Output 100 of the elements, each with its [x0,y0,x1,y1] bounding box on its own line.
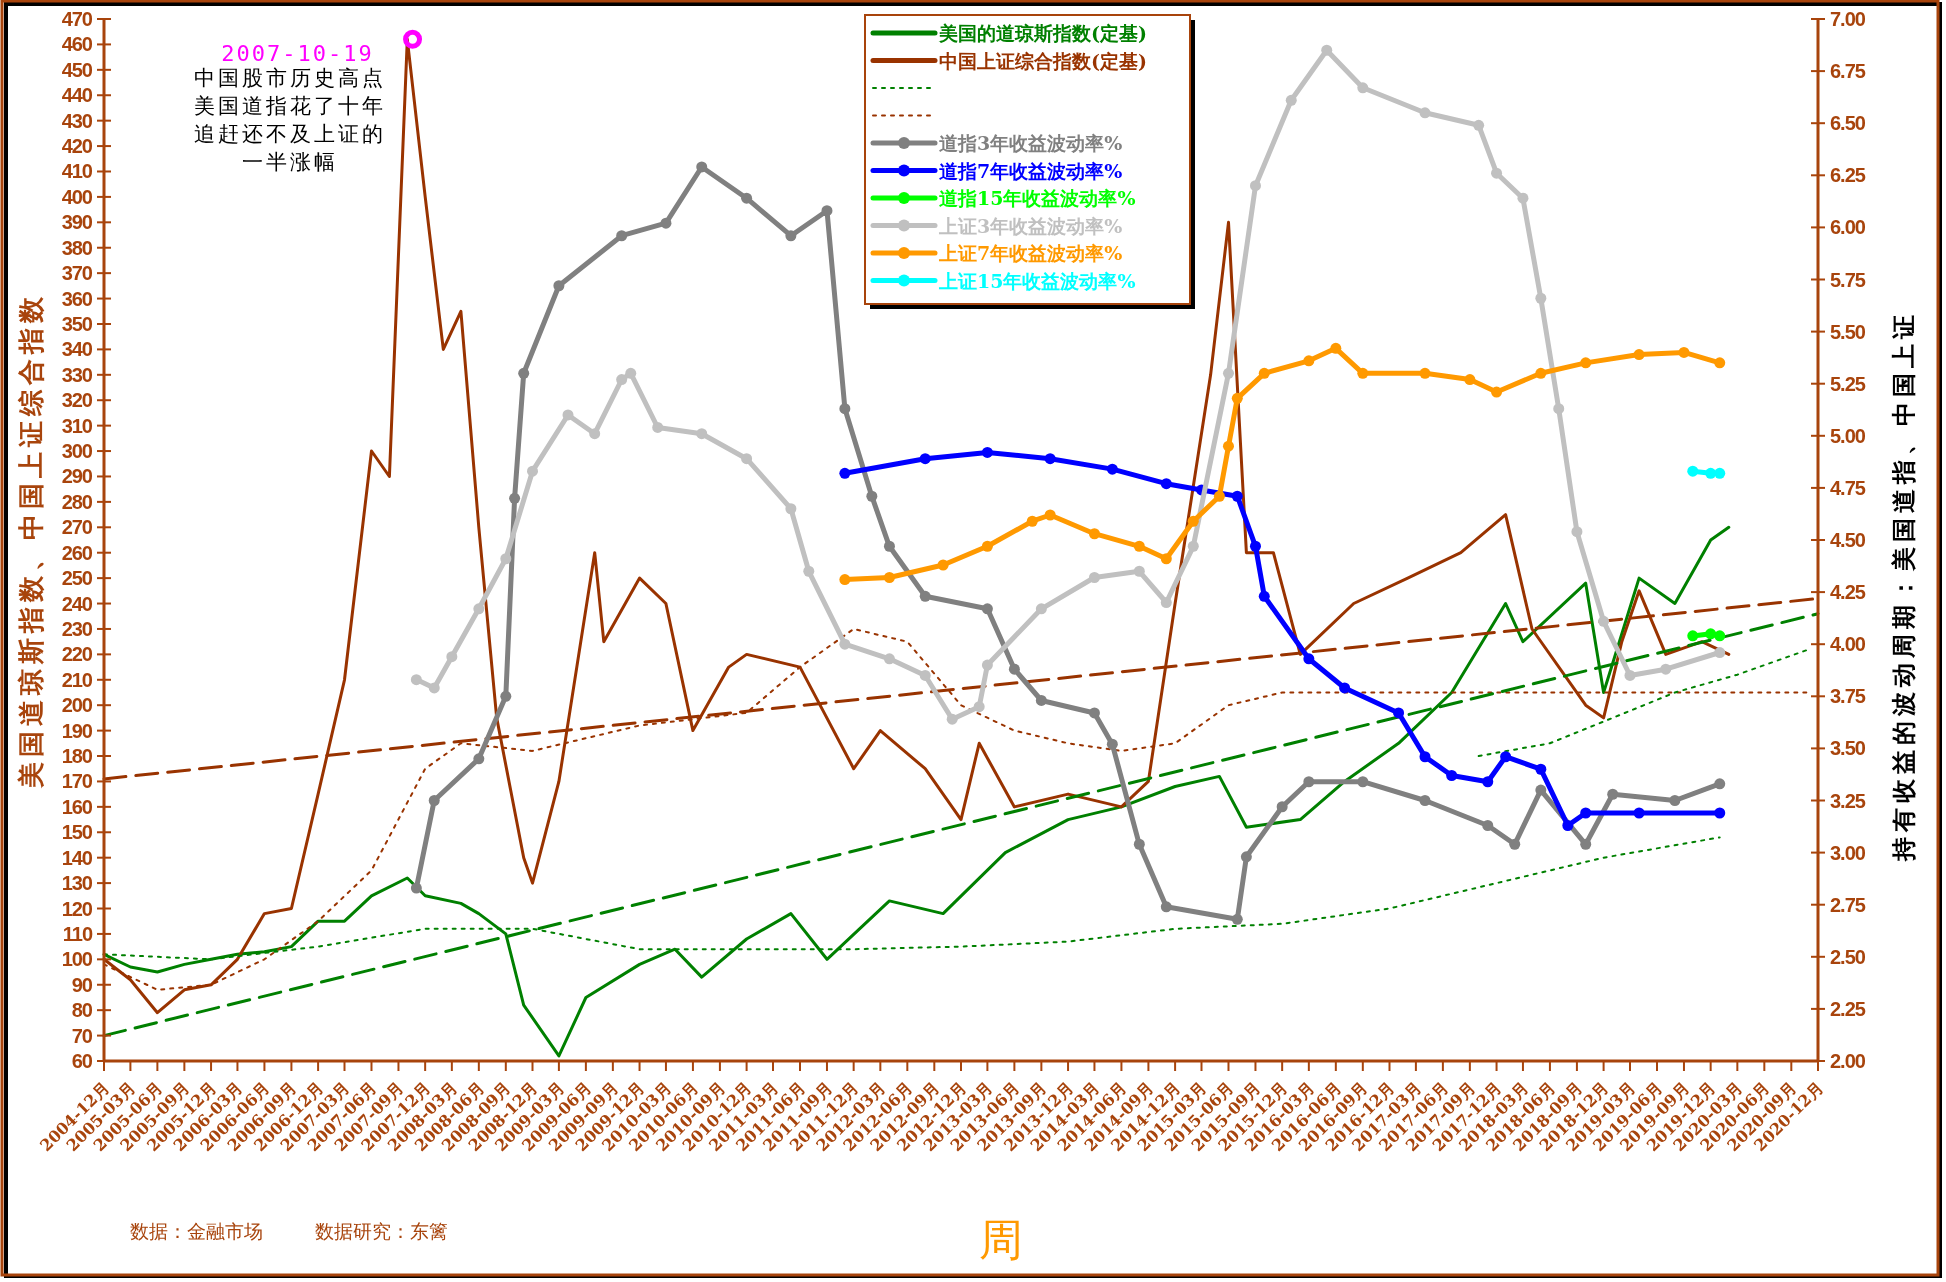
point [1419,751,1431,763]
y2-tick-label: 6.75 [1830,60,1866,83]
point [937,559,949,571]
point [1357,776,1369,788]
point [1187,515,1199,527]
point [1580,838,1592,850]
y2-tick-label: 4.50 [1830,529,1866,551]
y-tick-label: 420 [61,135,93,158]
point [919,590,931,602]
point [696,161,708,173]
y-tick-label: 100 [61,948,93,971]
point [1464,374,1476,386]
y2-tick-label: 5.00 [1830,424,1866,447]
y-tick-label: 250 [61,567,93,590]
y-tick-label: 440 [61,84,93,107]
y2-tick-label: 2.50 [1830,945,1866,968]
y2-tick-label: 2.00 [1830,1050,1866,1072]
point [1249,180,1261,192]
y2-tick-label: 5.25 [1830,372,1866,395]
point [1669,795,1681,806]
point [1026,515,1038,527]
point [1535,292,1547,304]
point [1258,367,1270,379]
point [500,553,512,565]
y-tick-label: 170 [61,770,93,793]
y2-axis-title: 持有收益的波动周期：美国道指、中国上证 [1889,309,1918,862]
point [741,453,753,465]
y2-tick-label: 6.00 [1830,216,1866,239]
point [1517,192,1529,204]
point [1482,776,1494,788]
point [1714,778,1726,790]
point [1222,440,1234,452]
point [1303,776,1315,788]
point [1553,403,1565,415]
point [883,572,895,584]
y2-tick-label: 4.75 [1830,476,1866,499]
point [1633,349,1645,361]
point [1249,540,1261,552]
point [973,701,985,713]
point [1491,386,1503,398]
annotation: 中国股市历史高点美国道指花了十年追赶还不及上证的一半涨幅 [193,65,388,176]
point [1660,663,1672,675]
point [660,217,672,229]
point [1473,119,1485,131]
y-tick-label: 110 [62,922,93,945]
y-tick-label: 300 [61,440,93,463]
y-tick-label: 230 [61,617,93,640]
y-tick-label: 340 [61,338,93,361]
y-tick-label: 210 [61,668,93,691]
point [589,428,601,440]
point [1303,653,1315,665]
text: 数据研究：东篱 [315,1220,448,1242]
point [1240,851,1252,863]
point [785,230,797,242]
y-tick-label: 360 [61,287,93,310]
point [696,428,708,440]
point [1339,682,1351,694]
point [1535,367,1547,379]
point [1419,107,1431,119]
point [527,465,538,477]
point [839,574,851,586]
point [1160,478,1172,490]
point [473,603,485,615]
point [1088,707,1100,719]
y-axis-title: 美国道琼斯指数、中国上证综合指数 [16,292,46,789]
point [1044,509,1056,521]
point [981,540,993,552]
point [1500,751,1512,763]
point [1213,490,1225,502]
point [1133,838,1145,850]
point [1714,467,1726,479]
legend-label: 道指15年收益波动率% [939,187,1136,209]
point [616,230,628,242]
y-tick-label: 380 [61,236,93,259]
y-tick-label: 200 [61,694,93,717]
y-tick-label: 470 [61,8,93,30]
annotation: 2007-10-19 [221,41,374,67]
point [839,638,851,650]
y2-tick-label: 2.25 [1830,997,1866,1020]
y2-tick-label: 3.75 [1830,685,1866,708]
point [446,651,458,663]
y-tick-label: 180 [61,745,93,768]
y2-tick-label: 6.50 [1830,112,1866,135]
y-tick-label: 450 [61,58,93,81]
legend-label: 中国上证综合指数(定基) [939,49,1147,72]
y-tick-label: 370 [61,262,93,285]
point [410,882,422,894]
x-axis-title: 周 [979,1214,1023,1265]
point [1705,628,1717,640]
point [839,467,851,479]
point [981,446,993,458]
y-tick-label: 150 [61,821,93,844]
y-tick-label: 240 [61,592,93,615]
y2-tick-label: 5.50 [1830,320,1866,343]
point [1357,82,1369,94]
point [1160,901,1172,913]
point [518,367,530,379]
y-tick-label: 90 [71,973,93,996]
point [1231,490,1243,502]
point [473,753,485,765]
